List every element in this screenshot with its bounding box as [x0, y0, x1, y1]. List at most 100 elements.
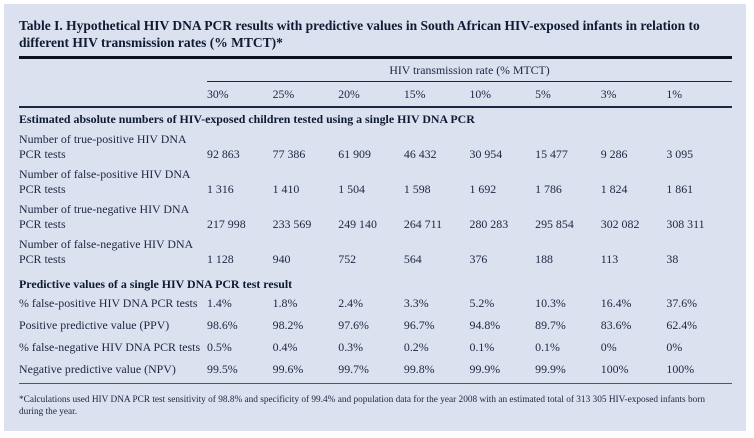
- value-cell: 1 316: [207, 181, 234, 196]
- table-row-npv: Negative predictive value (NPV) 99.5% 99…: [19, 358, 732, 380]
- section-header-predictive-values: Predictive values of a single HIV DNA PC…: [19, 276, 293, 291]
- span-header-row: HIV transmission rate (% MTCT): [19, 59, 732, 82]
- table-footnote: *Calculations used HIV DNA PCR test sens…: [19, 394, 706, 417]
- value-cell: 1 128: [207, 251, 234, 266]
- value-cell: 92 863: [207, 146, 240, 161]
- value-cell: 1 410: [272, 181, 300, 196]
- column-header-20: 20%: [338, 87, 360, 101]
- value-cell: 249 140: [338, 216, 377, 231]
- footnote-rule: [19, 382, 732, 384]
- row-label: % false-negative HIV DNA PCR tests: [19, 339, 201, 354]
- value-cell: 99.5%: [207, 361, 238, 376]
- value-cell: 1 824: [600, 181, 628, 196]
- value-cell: 98.6%: [207, 317, 238, 332]
- column-header-15: 15%: [403, 87, 426, 101]
- column-header-1: 1%: [666, 87, 683, 101]
- value-cell: 940: [272, 251, 291, 266]
- value-cell: 9 286: [600, 146, 628, 161]
- column-header-30: 30%: [207, 87, 229, 101]
- span-header: HIV transmission rate (% MTCT): [207, 59, 732, 82]
- table-row-false-negative: Number of false-negative HIV DNA PCR tes…: [19, 237, 732, 267]
- value-cell: 1 598: [403, 181, 431, 196]
- row-label-line1: Number of false-negative HIV DNA: [19, 236, 194, 251]
- value-cell: 99.8%: [403, 361, 435, 376]
- value-cell: 752: [338, 251, 357, 266]
- value-cell: 99.6%: [272, 361, 304, 376]
- row-label-line1: Number of true-negative HIV DNA: [19, 201, 190, 216]
- value-cell: 2.4%: [338, 295, 364, 310]
- title-rule: [19, 56, 732, 59]
- header-rule: [19, 106, 732, 108]
- value-cell: 264 711: [403, 216, 443, 231]
- value-cell: 1 861: [666, 181, 694, 196]
- column-header-5: 5%: [535, 87, 551, 101]
- value-cell: 16.4%: [600, 295, 632, 310]
- value-cell: 295 854: [535, 216, 574, 231]
- value-cell: 89.7%: [535, 317, 566, 332]
- row-label: Negative predictive value (NPV): [19, 361, 176, 376]
- column-header-10: 10%: [469, 87, 492, 101]
- column-header-25: 25%: [272, 87, 295, 101]
- value-cell: 98.2%: [272, 317, 304, 332]
- value-cell: 376: [469, 251, 488, 266]
- row-label: Positive predictive value (PPV): [19, 317, 170, 332]
- value-cell: 217 998: [207, 216, 246, 231]
- value-cell: 99.9%: [469, 361, 501, 376]
- value-cell: 0%: [666, 339, 683, 354]
- value-cell: 99.7%: [338, 361, 369, 376]
- column-header-3: 3%: [600, 87, 617, 101]
- row-label-line2: PCR tests: [19, 216, 66, 231]
- value-cell: 302 082: [600, 216, 640, 231]
- value-cell: 3 095: [666, 146, 694, 161]
- row-label-line2: PCR tests: [19, 251, 66, 266]
- row-label-line2: PCR tests: [19, 181, 66, 196]
- table-row-true-positive: Number of true-positive HIV DNA PCR test…: [19, 132, 732, 162]
- value-cell: 1 504: [338, 181, 366, 196]
- value-cell: 97.6%: [338, 317, 369, 332]
- value-cell: 0.2%: [403, 339, 429, 354]
- table-row-true-negative: Number of true-negative HIV DNA PCR test…: [19, 202, 732, 232]
- value-cell: 100%: [666, 361, 695, 376]
- value-cell: 280 283: [469, 216, 509, 231]
- value-cell: 62.4%: [666, 317, 698, 332]
- value-cell: 30 954: [469, 146, 503, 161]
- table-row-false-positive: Number of false-positive HIV DNA PCR tes…: [19, 167, 732, 197]
- value-cell: 0.3%: [338, 339, 364, 354]
- value-cell: 1 692: [469, 181, 497, 196]
- value-cell: 100%: [600, 361, 629, 376]
- table-caption: Table I. Hypothetical HIV DNA PCR result…: [19, 18, 700, 50]
- table-row-pct-false-positive: % false-positive HIV DNA PCR tests 1.4% …: [19, 292, 732, 314]
- value-cell: 0.1%: [469, 339, 495, 354]
- value-cell: 83.6%: [600, 317, 632, 332]
- row-label-line1: Number of false-positive HIV DNA: [19, 166, 191, 181]
- row-label-spacer: [19, 82, 207, 106]
- table-row-pct-false-negative: % false-negative HIV DNA PCR tests 0.5% …: [19, 336, 732, 358]
- value-cell: 3.3%: [403, 295, 429, 310]
- value-cell: 96.7%: [403, 317, 435, 332]
- value-cell: 99.9%: [535, 361, 566, 376]
- row-label-line1: Number of true-positive HIV DNA: [19, 131, 187, 146]
- value-cell: 1.4%: [207, 295, 232, 310]
- value-cell: 5.2%: [469, 295, 495, 310]
- span-header-spacer: [19, 59, 207, 82]
- value-cell: 15 477: [535, 146, 568, 161]
- column-header-row: 30% 25% 20% 15% 10% 5% 3% 1%: [19, 82, 732, 106]
- value-cell: 77 386: [272, 146, 306, 161]
- value-cell: 61 909: [338, 146, 371, 161]
- value-cell: 564: [403, 251, 422, 266]
- value-cell: 0%: [600, 339, 617, 354]
- value-cell: 0.4%: [272, 339, 298, 354]
- value-cell: 38: [666, 251, 679, 266]
- row-label: % false-positive HIV DNA PCR tests: [19, 295, 198, 310]
- value-cell: 37.6%: [666, 295, 698, 310]
- value-cell: 10.3%: [535, 295, 566, 310]
- table-row-ppv: Positive predictive value (PPV) 98.6% 98…: [19, 314, 732, 336]
- value-cell: 308 311: [666, 216, 705, 231]
- value-cell: 1.8%: [272, 295, 298, 310]
- value-cell: 1 786: [535, 181, 562, 196]
- value-cell: 0.1%: [535, 339, 560, 354]
- value-cell: 188: [535, 251, 553, 266]
- value-cell: 113: [600, 251, 619, 266]
- section-header-absolute-numbers: Estimated absolute numbers of HIV-expose…: [19, 111, 475, 126]
- value-cell: 0.5%: [207, 339, 232, 354]
